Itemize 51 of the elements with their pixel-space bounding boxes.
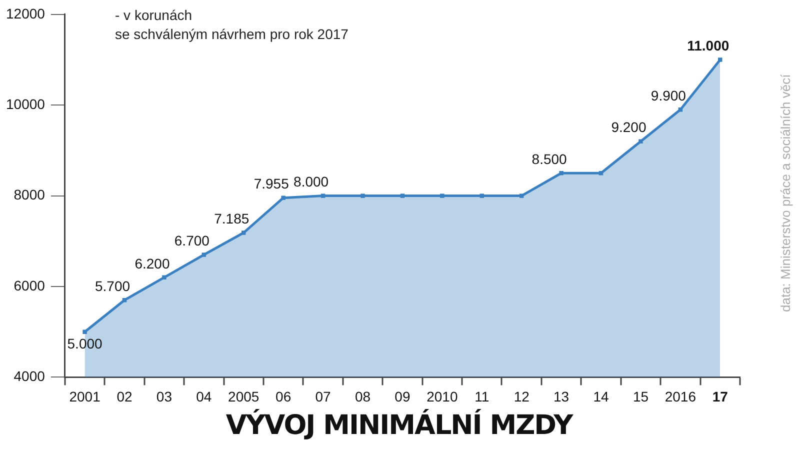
x-tick-label: 06	[276, 388, 292, 404]
point	[440, 194, 444, 198]
x-tick-label: 2016	[664, 388, 696, 404]
point	[519, 194, 524, 198]
data-label: 9.200	[611, 119, 646, 136]
y-tick-label: 4000	[14, 368, 46, 384]
point	[82, 330, 87, 334]
point	[559, 171, 564, 176]
text: data: Ministerstvo práce a sociálních věcí	[778, 74, 793, 312]
data-label: 11.000	[687, 38, 730, 54]
x-tick-label: 12	[514, 388, 530, 404]
point	[162, 275, 166, 280]
y-tick-label: 6000	[14, 277, 46, 294]
point	[718, 58, 722, 62]
y-tick-label: 8000	[14, 186, 46, 203]
x-tick-label: 09	[394, 388, 410, 404]
data-label: 7.185	[214, 210, 250, 227]
x-tick-label: 02	[116, 388, 132, 404]
x-tick-label: 13	[554, 388, 570, 404]
point	[638, 139, 643, 144]
x-tick-label: 15	[632, 388, 649, 404]
x-tick-label: 17	[712, 388, 728, 404]
point	[202, 252, 206, 257]
point	[400, 194, 405, 198]
data-label: 5.000	[67, 336, 103, 352]
x-tick-label: 2001	[69, 388, 101, 404]
x-tick-label: 2010	[426, 388, 458, 404]
x-tick-label: 14	[593, 388, 610, 404]
y-tick-label: 12000	[6, 5, 46, 22]
data-label: 6.700	[174, 232, 210, 249]
x-tick-label: 08	[354, 388, 371, 404]
point	[480, 194, 484, 198]
data-label: 7.955	[254, 176, 290, 192]
data-label: 8.000	[294, 174, 329, 190]
data-label: 8.500	[532, 150, 568, 167]
point	[320, 194, 326, 198]
point	[242, 230, 246, 235]
point	[281, 196, 286, 200]
x-tick-label: 2005	[228, 388, 260, 404]
x-tick-label: 03	[156, 388, 172, 404]
point	[678, 108, 683, 112]
point	[360, 194, 365, 198]
data-label: 9.900	[650, 87, 686, 104]
data-label: 6.200	[134, 255, 170, 272]
annotation: - v korunách se schváleným návrhem pro rok 2017	[115, 6, 348, 44]
text: VÝVOJ MINIMÁLNÍ MZDY	[224, 410, 574, 441]
data-label: 5.700	[94, 278, 130, 294]
x-tick-label: 07	[315, 388, 332, 404]
x-tick-label: 04	[196, 388, 212, 404]
x-tick-label: 11	[474, 388, 490, 404]
y-tick-label: 10000	[6, 96, 46, 112]
